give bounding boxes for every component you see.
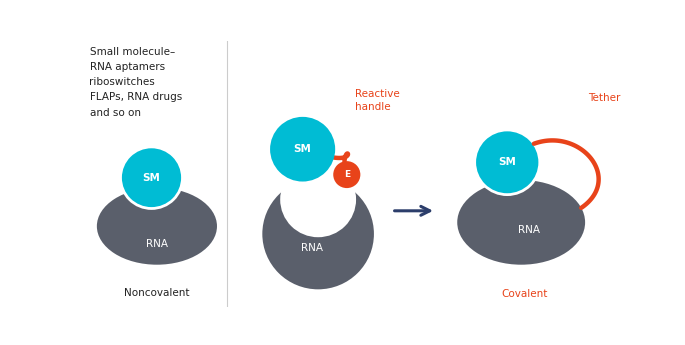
Circle shape — [270, 117, 335, 181]
Text: SM: SM — [142, 173, 160, 183]
Circle shape — [475, 130, 540, 195]
Circle shape — [333, 161, 360, 188]
Circle shape — [121, 147, 182, 208]
Text: Reactive
handle: Reactive handle — [355, 89, 399, 112]
Text: SM: SM — [294, 144, 312, 154]
Text: SM: SM — [498, 157, 516, 167]
Text: RNA: RNA — [518, 225, 540, 235]
Ellipse shape — [458, 180, 585, 265]
Text: Noncovalent: Noncovalent — [124, 288, 190, 298]
Text: Small molecule–
RNA aptamers
riboswitches
FLAPs, RNA drugs
and so on: Small molecule– RNA aptamers riboswitche… — [90, 47, 182, 118]
Text: RNA: RNA — [146, 239, 168, 249]
Text: Covalent: Covalent — [502, 289, 548, 299]
Circle shape — [280, 162, 356, 237]
Ellipse shape — [97, 188, 217, 265]
Text: RNA: RNA — [301, 243, 323, 253]
Circle shape — [262, 178, 374, 289]
Text: Tether: Tether — [588, 92, 620, 102]
Text: E: E — [344, 170, 350, 179]
